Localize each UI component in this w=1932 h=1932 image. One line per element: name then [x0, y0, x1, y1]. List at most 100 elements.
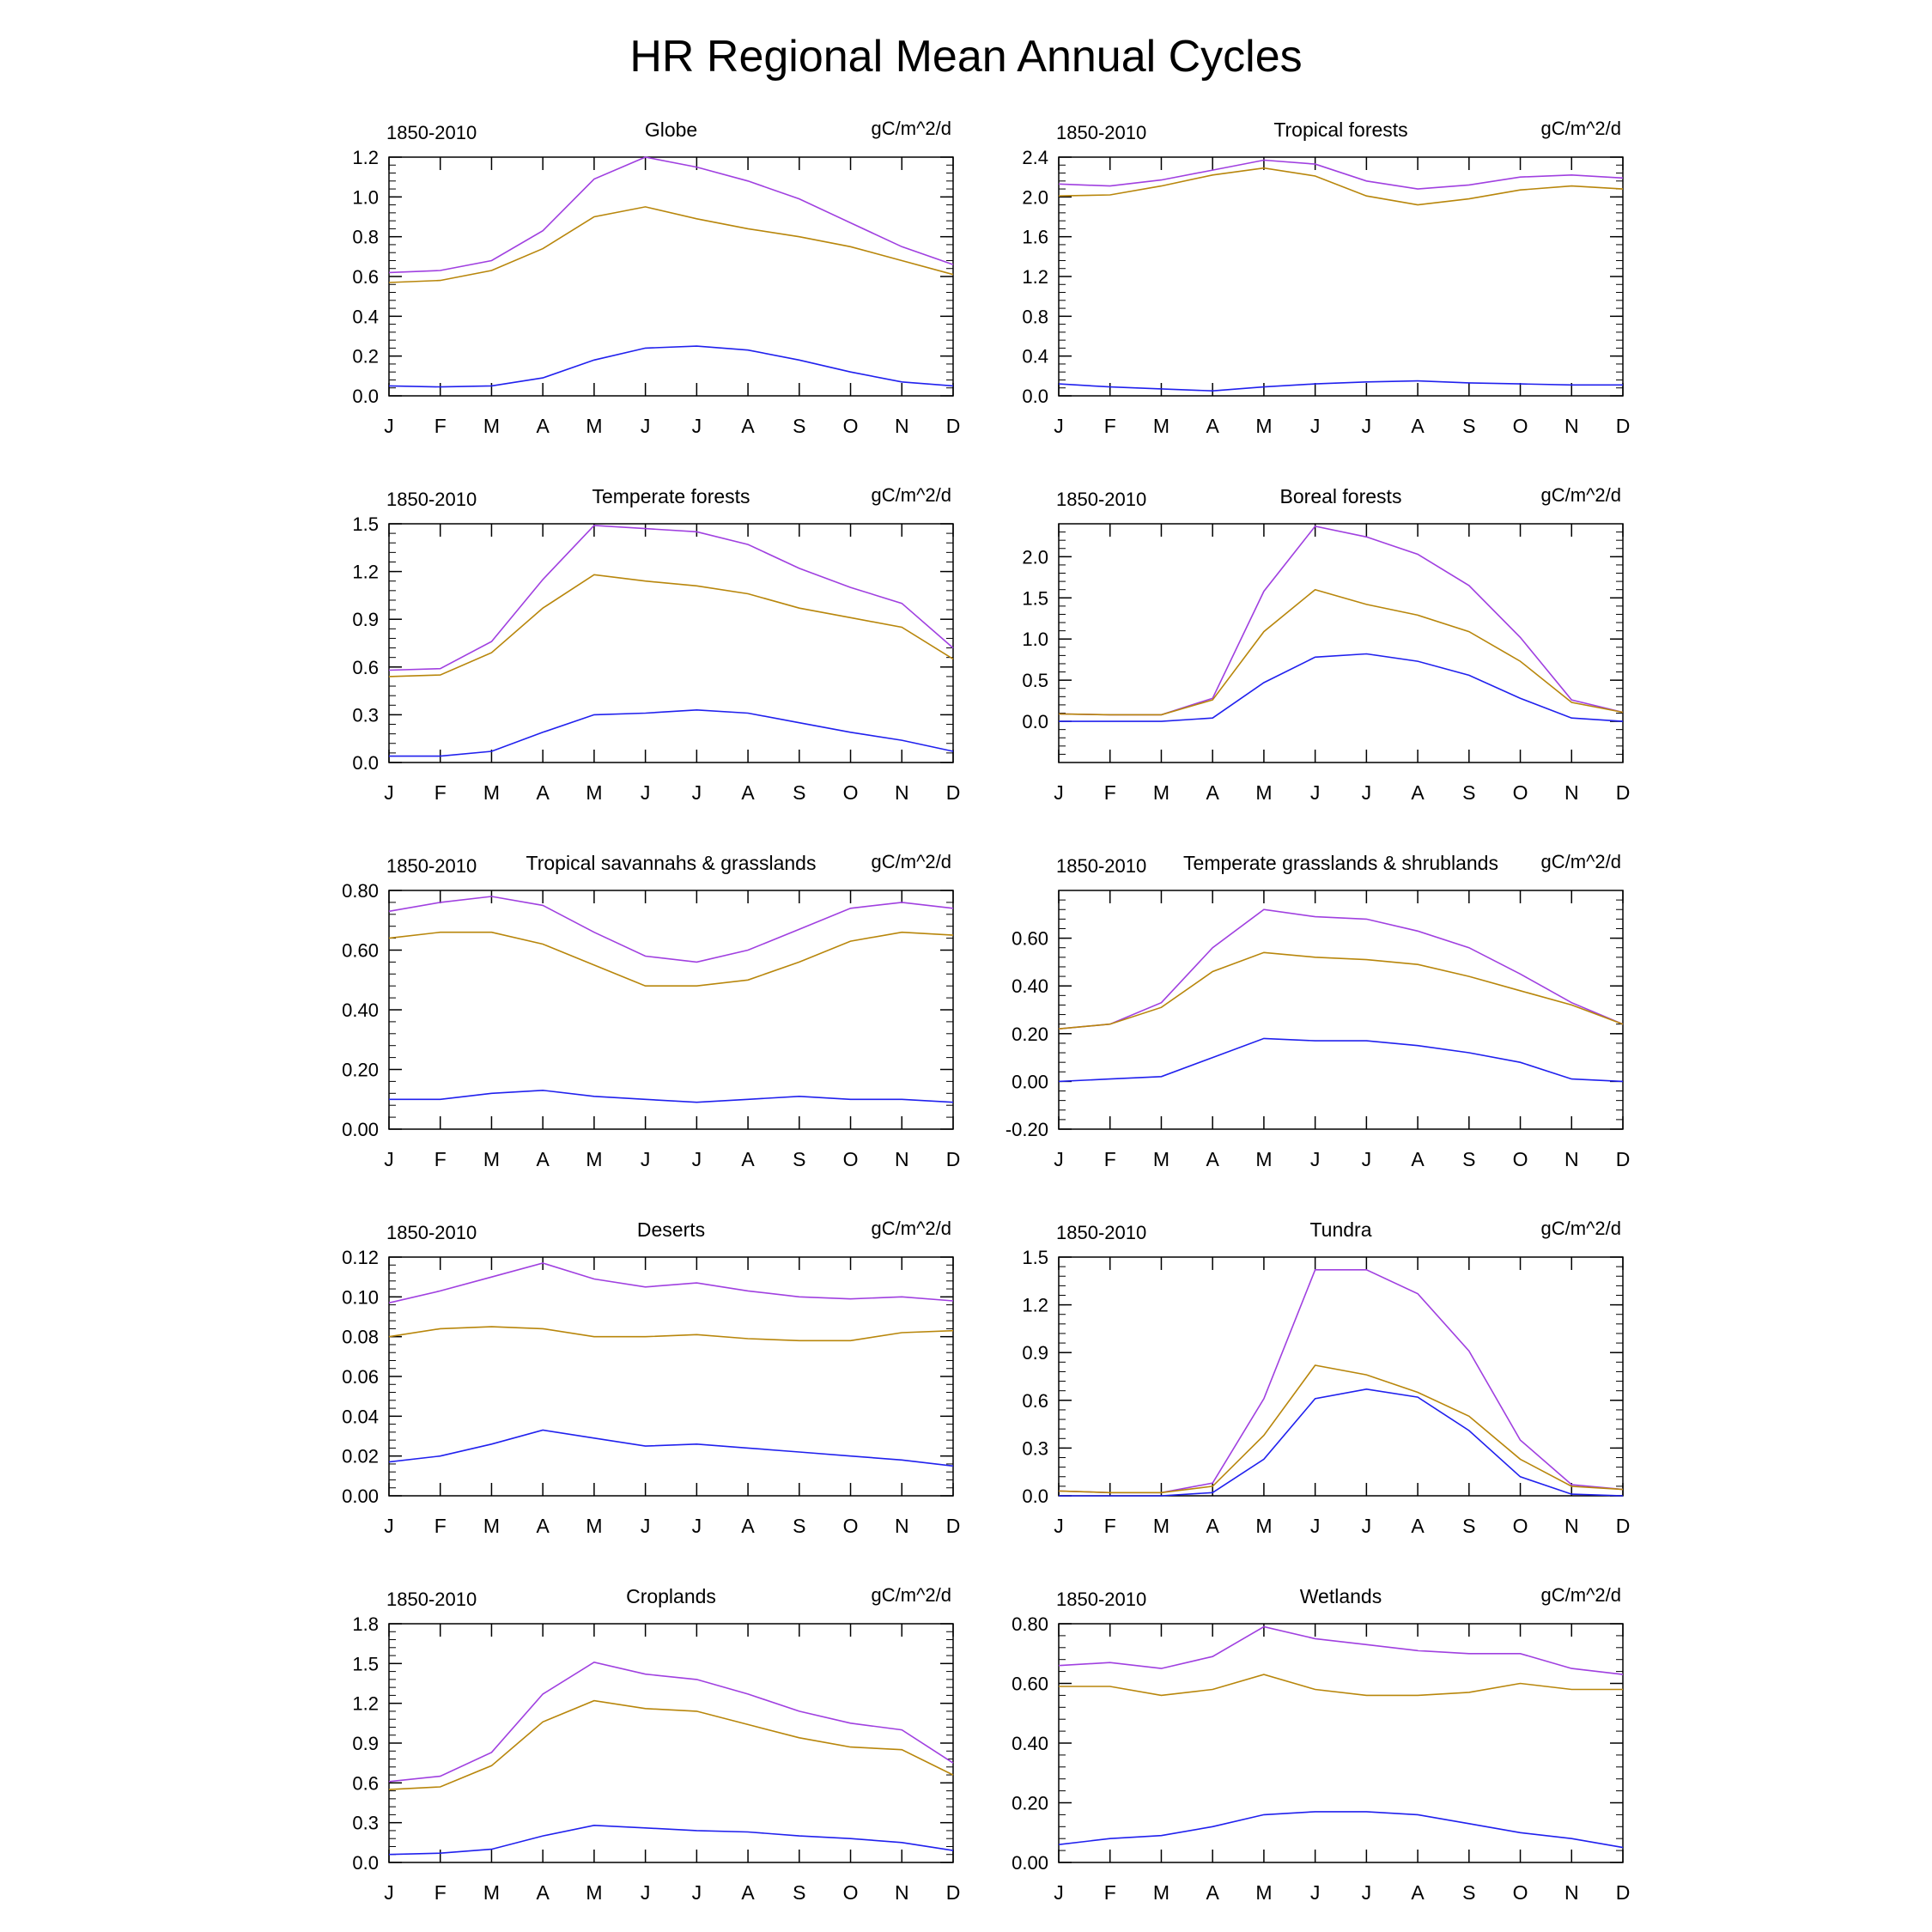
- x-tick-label: J: [1310, 1148, 1321, 1170]
- series-line: [1058, 951, 1624, 1030]
- series-line: [1058, 1269, 1624, 1494]
- units-label: gC/m^2/d: [872, 1218, 951, 1239]
- series-line: [388, 1262, 954, 1304]
- x-tick-label: M: [483, 415, 500, 437]
- panel-wetlands: 0.00 0.20 0.40 0.60 0.80 J F M A M J J A S O N D 1850-201…: [1012, 1584, 1630, 1904]
- y-tick-label: 0.04: [342, 1406, 379, 1427]
- y-tick-label: 0.02: [342, 1446, 379, 1467]
- y-tick-label: 0.6: [352, 1772, 379, 1794]
- x-tick-label: A: [1411, 415, 1425, 437]
- period-label: 1850-2010: [386, 1222, 477, 1243]
- panel-title: Temperate grasslands & shrublands: [1183, 852, 1498, 874]
- x-tick-label: O: [843, 415, 859, 437]
- x-tick-label: D: [946, 781, 961, 804]
- series-line: [1058, 1625, 1624, 1675]
- units-label: gC/m^2/d: [1541, 118, 1621, 139]
- x-tick-label: A: [741, 781, 755, 804]
- y-tick-label: 1.5: [1022, 1247, 1048, 1268]
- y-tick-label: 0.0: [352, 386, 379, 407]
- plot-frame: [1058, 1623, 1624, 1863]
- y-tick-label: 0.00: [342, 1119, 379, 1140]
- y-tick-label: 0.12: [342, 1247, 379, 1268]
- panel-title: Globe: [645, 118, 697, 141]
- x-tick-label: O: [1513, 1515, 1528, 1537]
- y-tick-label: 0.6: [352, 266, 379, 288]
- y-tick-label: 0.6: [1022, 1390, 1048, 1412]
- y-tick-label: 0.08: [342, 1327, 379, 1348]
- x-tick-label: N: [895, 781, 909, 804]
- panel-title: Croplands: [626, 1585, 716, 1607]
- y-tick-label: 0.10: [342, 1286, 379, 1308]
- x-tick-label: A: [537, 781, 550, 804]
- y-tick-label: 0.6: [352, 657, 379, 678]
- series-line: [388, 1429, 954, 1467]
- plot-frame: [388, 1256, 954, 1497]
- x-tick-label: J: [1054, 781, 1064, 804]
- panel-tundra: 0.0 0.3 0.6 0.9 1.2 1.5 J F M A M J J A S O N D 1850-2010 T…: [1022, 1218, 1630, 1537]
- x-tick-label: J: [692, 1148, 702, 1170]
- x-tick-label: A: [741, 415, 755, 437]
- y-tick-label: 0.3: [352, 1813, 379, 1834]
- x-tick-label: J: [641, 781, 651, 804]
- x-tick-label: S: [793, 1148, 805, 1170]
- x-tick-label: N: [895, 1148, 909, 1170]
- units-label: gC/m^2/d: [1541, 851, 1621, 872]
- y-tick-label: 0.80: [342, 880, 379, 902]
- plot-frame: [388, 523, 954, 763]
- series-line: [1058, 159, 1624, 190]
- x-tick-label: O: [843, 1148, 859, 1170]
- x-tick-label: O: [843, 781, 859, 804]
- y-tick-label: 0.5: [1022, 670, 1048, 691]
- series-line: [388, 345, 954, 388]
- x-tick-label: O: [1513, 415, 1528, 437]
- x-tick-label: S: [1462, 1515, 1475, 1537]
- units-label: gC/m^2/d: [872, 118, 951, 139]
- panel-title: Tropical savannahs & grasslands: [526, 852, 817, 874]
- x-tick-label: F: [434, 1148, 447, 1170]
- panel-title: Temperate forests: [592, 485, 750, 507]
- x-tick-label: M: [1153, 1515, 1170, 1537]
- y-tick-label: 0.00: [1012, 1071, 1048, 1092]
- x-tick-label: M: [1255, 1148, 1272, 1170]
- period-label: 1850-2010: [386, 855, 477, 877]
- x-tick-label: J: [1310, 415, 1321, 437]
- y-tick-label: 0.0: [352, 752, 379, 774]
- x-tick-label: J: [641, 1515, 651, 1537]
- x-tick-label: J: [692, 1881, 702, 1904]
- units-label: gC/m^2/d: [872, 1584, 951, 1606]
- y-tick-label: 0.3: [1022, 1437, 1048, 1459]
- y-tick-label: 1.2: [352, 147, 379, 168]
- x-tick-label: O: [1513, 1881, 1528, 1904]
- series-line: [389, 708, 954, 757]
- units-label: gC/m^2/d: [1541, 1584, 1621, 1606]
- x-tick-label: M: [1255, 415, 1272, 437]
- x-tick-label: S: [1462, 415, 1475, 437]
- x-tick-label: F: [434, 415, 447, 437]
- x-tick-label: A: [741, 1148, 755, 1170]
- x-tick-label: S: [793, 415, 805, 437]
- y-tick-label: 0.9: [352, 609, 379, 630]
- x-tick-label: M: [1255, 1881, 1272, 1904]
- plot-frame: [388, 1623, 954, 1863]
- x-tick-label: D: [946, 1515, 961, 1537]
- y-tick-label: 0.2: [352, 346, 379, 368]
- y-tick-label: 0.4: [352, 306, 379, 327]
- y-tick-label: 1.5: [352, 513, 379, 535]
- x-tick-label: A: [1411, 781, 1425, 804]
- x-tick-label: D: [1616, 1515, 1631, 1537]
- panel-temperate-forests: 0.0 0.3 0.6 0.9 1.2 1.5 J F M A M J J A S O N D 1850-2010 T…: [352, 484, 960, 804]
- series-line: [388, 896, 954, 963]
- y-tick-label: 0.80: [1012, 1613, 1048, 1635]
- x-tick-label: M: [1153, 781, 1170, 804]
- x-tick-label: D: [1616, 1148, 1631, 1170]
- x-tick-label: M: [1255, 781, 1272, 804]
- x-tick-label: D: [1616, 1881, 1631, 1904]
- units-label: gC/m^2/d: [872, 851, 951, 872]
- panel-boreal-forests: 0.0 0.5 1.0 1.5 2.0 J F M A M J J A S O N D 1850-2010 Bore…: [1022, 484, 1630, 804]
- x-tick-label: D: [946, 1148, 961, 1170]
- series-line: [1059, 1388, 1624, 1497]
- y-tick-label: 0.8: [352, 227, 379, 248]
- period-label: 1850-2010: [1056, 1589, 1146, 1610]
- series-line: [389, 1089, 954, 1103]
